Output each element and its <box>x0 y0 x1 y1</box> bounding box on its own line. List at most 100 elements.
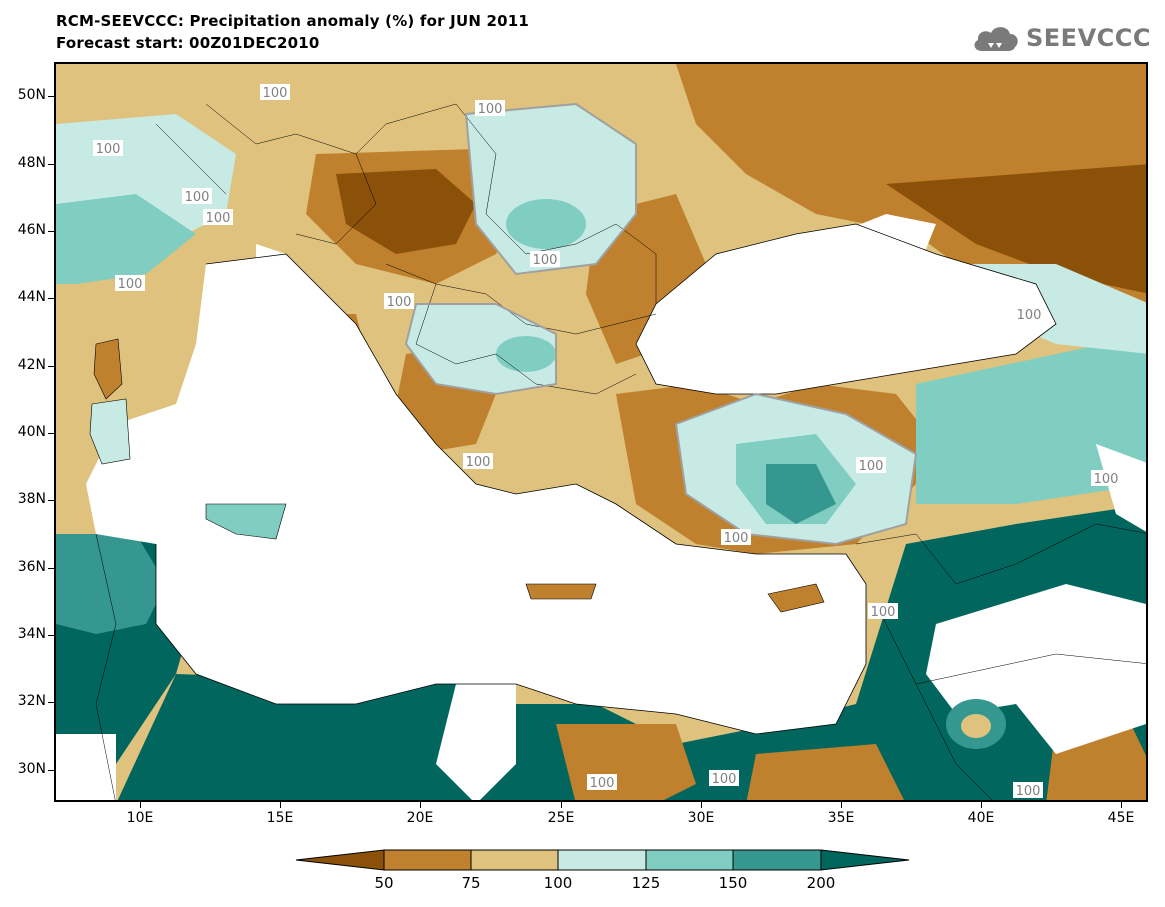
crete-island <box>525 583 597 600</box>
contour-label: 100 <box>1094 472 1119 487</box>
cloud-icon <box>974 27 1018 51</box>
contour-label: 100 <box>478 102 503 117</box>
coastline <box>155 253 867 735</box>
wet-zone-balkans <box>406 304 556 394</box>
contour-label: 100 <box>118 277 143 292</box>
colorbar-label: 150 <box>718 874 748 892</box>
lat-label: 40N <box>17 424 46 440</box>
contour-label: 100 <box>712 772 737 787</box>
lat-tick <box>48 164 54 165</box>
lon-label: 35E <box>827 810 855 826</box>
lat-label: 34N <box>17 626 46 642</box>
colorbar <box>295 849 910 871</box>
lat-tick <box>48 770 54 771</box>
lon-label: 40E <box>967 810 995 826</box>
very-dry-zone-russia <box>886 164 1146 294</box>
mediterranean-sea <box>86 254 866 734</box>
lat-label: 50N <box>17 87 46 103</box>
sicily-island <box>205 503 287 540</box>
lon-label: 15E <box>266 810 294 826</box>
colorbar-segment-6 <box>820 849 910 871</box>
lon-tick <box>140 802 141 808</box>
lat-label: 46N <box>17 222 46 238</box>
lon-tick <box>981 802 982 808</box>
very-dry-zone-hungary <box>336 169 476 254</box>
lat-tick <box>48 433 54 434</box>
coastline-black-sea <box>635 223 1057 395</box>
lat-label: 32N <box>17 693 46 709</box>
sea-of-azov <box>836 214 936 254</box>
contour-label: 100 <box>724 531 749 546</box>
contour-label: 100 <box>1017 308 1042 323</box>
no-data-block <box>436 684 516 800</box>
precipitation-anomaly-map: 100 100 100 100 100 100 100 100 100 100 … <box>54 62 1148 802</box>
lon-tick <box>841 802 842 808</box>
sardinia-island <box>89 398 131 465</box>
lon-tick <box>280 802 281 808</box>
contour-label: 100 <box>185 190 210 205</box>
lat-label: 38N <box>17 491 46 507</box>
contour-label: 100 <box>96 142 121 157</box>
map-subtitle: Forecast start: 00Z01DEC2010 <box>56 34 320 52</box>
colorbar-segment-1 <box>383 849 472 871</box>
no-data-block <box>56 734 116 800</box>
contour-label: 100 <box>590 776 615 791</box>
lon-tick <box>1121 802 1122 808</box>
logo-text: SEEVCCC <box>1026 24 1151 52</box>
lon-tick <box>420 802 421 808</box>
no-data-block <box>1096 444 1146 532</box>
lat-label: 48N <box>17 155 46 171</box>
country-borders <box>95 103 1146 800</box>
map-canvas: 100 100 100 100 100 100 100 100 100 100 … <box>56 64 1146 800</box>
lon-label: 25E <box>547 810 575 826</box>
wet-core-alps <box>56 194 196 284</box>
no-data-block <box>926 584 1146 754</box>
colorbar-segment-4 <box>645 849 734 871</box>
contour-100 <box>404 102 918 546</box>
wet-zone-tunisia-coast <box>56 534 166 634</box>
colorbar-label: 50 <box>374 874 394 892</box>
seevccc-logo: SEEVCCC <box>970 20 1151 56</box>
colorbar-segment-0 <box>295 849 385 871</box>
lon-tick <box>561 802 562 808</box>
lon-label: 20E <box>406 810 434 826</box>
lat-label: 30N <box>17 761 46 777</box>
contour-label: 100 <box>871 605 896 620</box>
lat-tick <box>48 568 54 569</box>
lat-tick <box>48 500 54 501</box>
colorbar-label: 100 <box>543 874 573 892</box>
dry-zone-egypt-east <box>746 744 904 800</box>
contour-labels: 100 100 100 100 100 100 100 100 100 100 … <box>93 84 1121 799</box>
lat-tick <box>48 702 54 703</box>
lon-label: 10E <box>126 810 154 826</box>
lat-tick <box>48 635 54 636</box>
colorbar-label: 75 <box>461 874 481 892</box>
contour-label: 100 <box>1016 784 1041 799</box>
lat-tick <box>48 96 54 97</box>
colorbar-segment-3 <box>557 849 647 871</box>
lon-tick <box>701 802 702 808</box>
colorbar-label: 200 <box>806 874 836 892</box>
contour-label: 100 <box>387 295 412 310</box>
wet-zone-libya <box>117 674 516 800</box>
lat-label: 44N <box>17 289 46 305</box>
wet-core-balkans <box>496 336 556 372</box>
contour-label: 100 <box>466 455 491 470</box>
wet-zone-caucasus-east <box>916 334 1146 504</box>
contour-label: 100 <box>263 86 288 101</box>
lat-tick <box>48 298 54 299</box>
lat-tick <box>48 366 54 367</box>
cyprus-island <box>767 583 825 613</box>
lon-label: 45E <box>1107 810 1135 826</box>
colorbar-label: 125 <box>631 874 661 892</box>
lat-label: 36N <box>17 559 46 575</box>
contour-label: 100 <box>206 211 231 226</box>
black-sea <box>636 224 1056 394</box>
dry-spot-jordan <box>961 714 991 738</box>
wetter-core-anatolia <box>766 464 836 524</box>
lat-label: 42N <box>17 357 46 373</box>
contour-label: 100 <box>533 253 558 268</box>
wet-core-carpathians <box>506 199 586 249</box>
contour-label: 100 <box>859 459 884 474</box>
lon-label: 30E <box>687 810 715 826</box>
